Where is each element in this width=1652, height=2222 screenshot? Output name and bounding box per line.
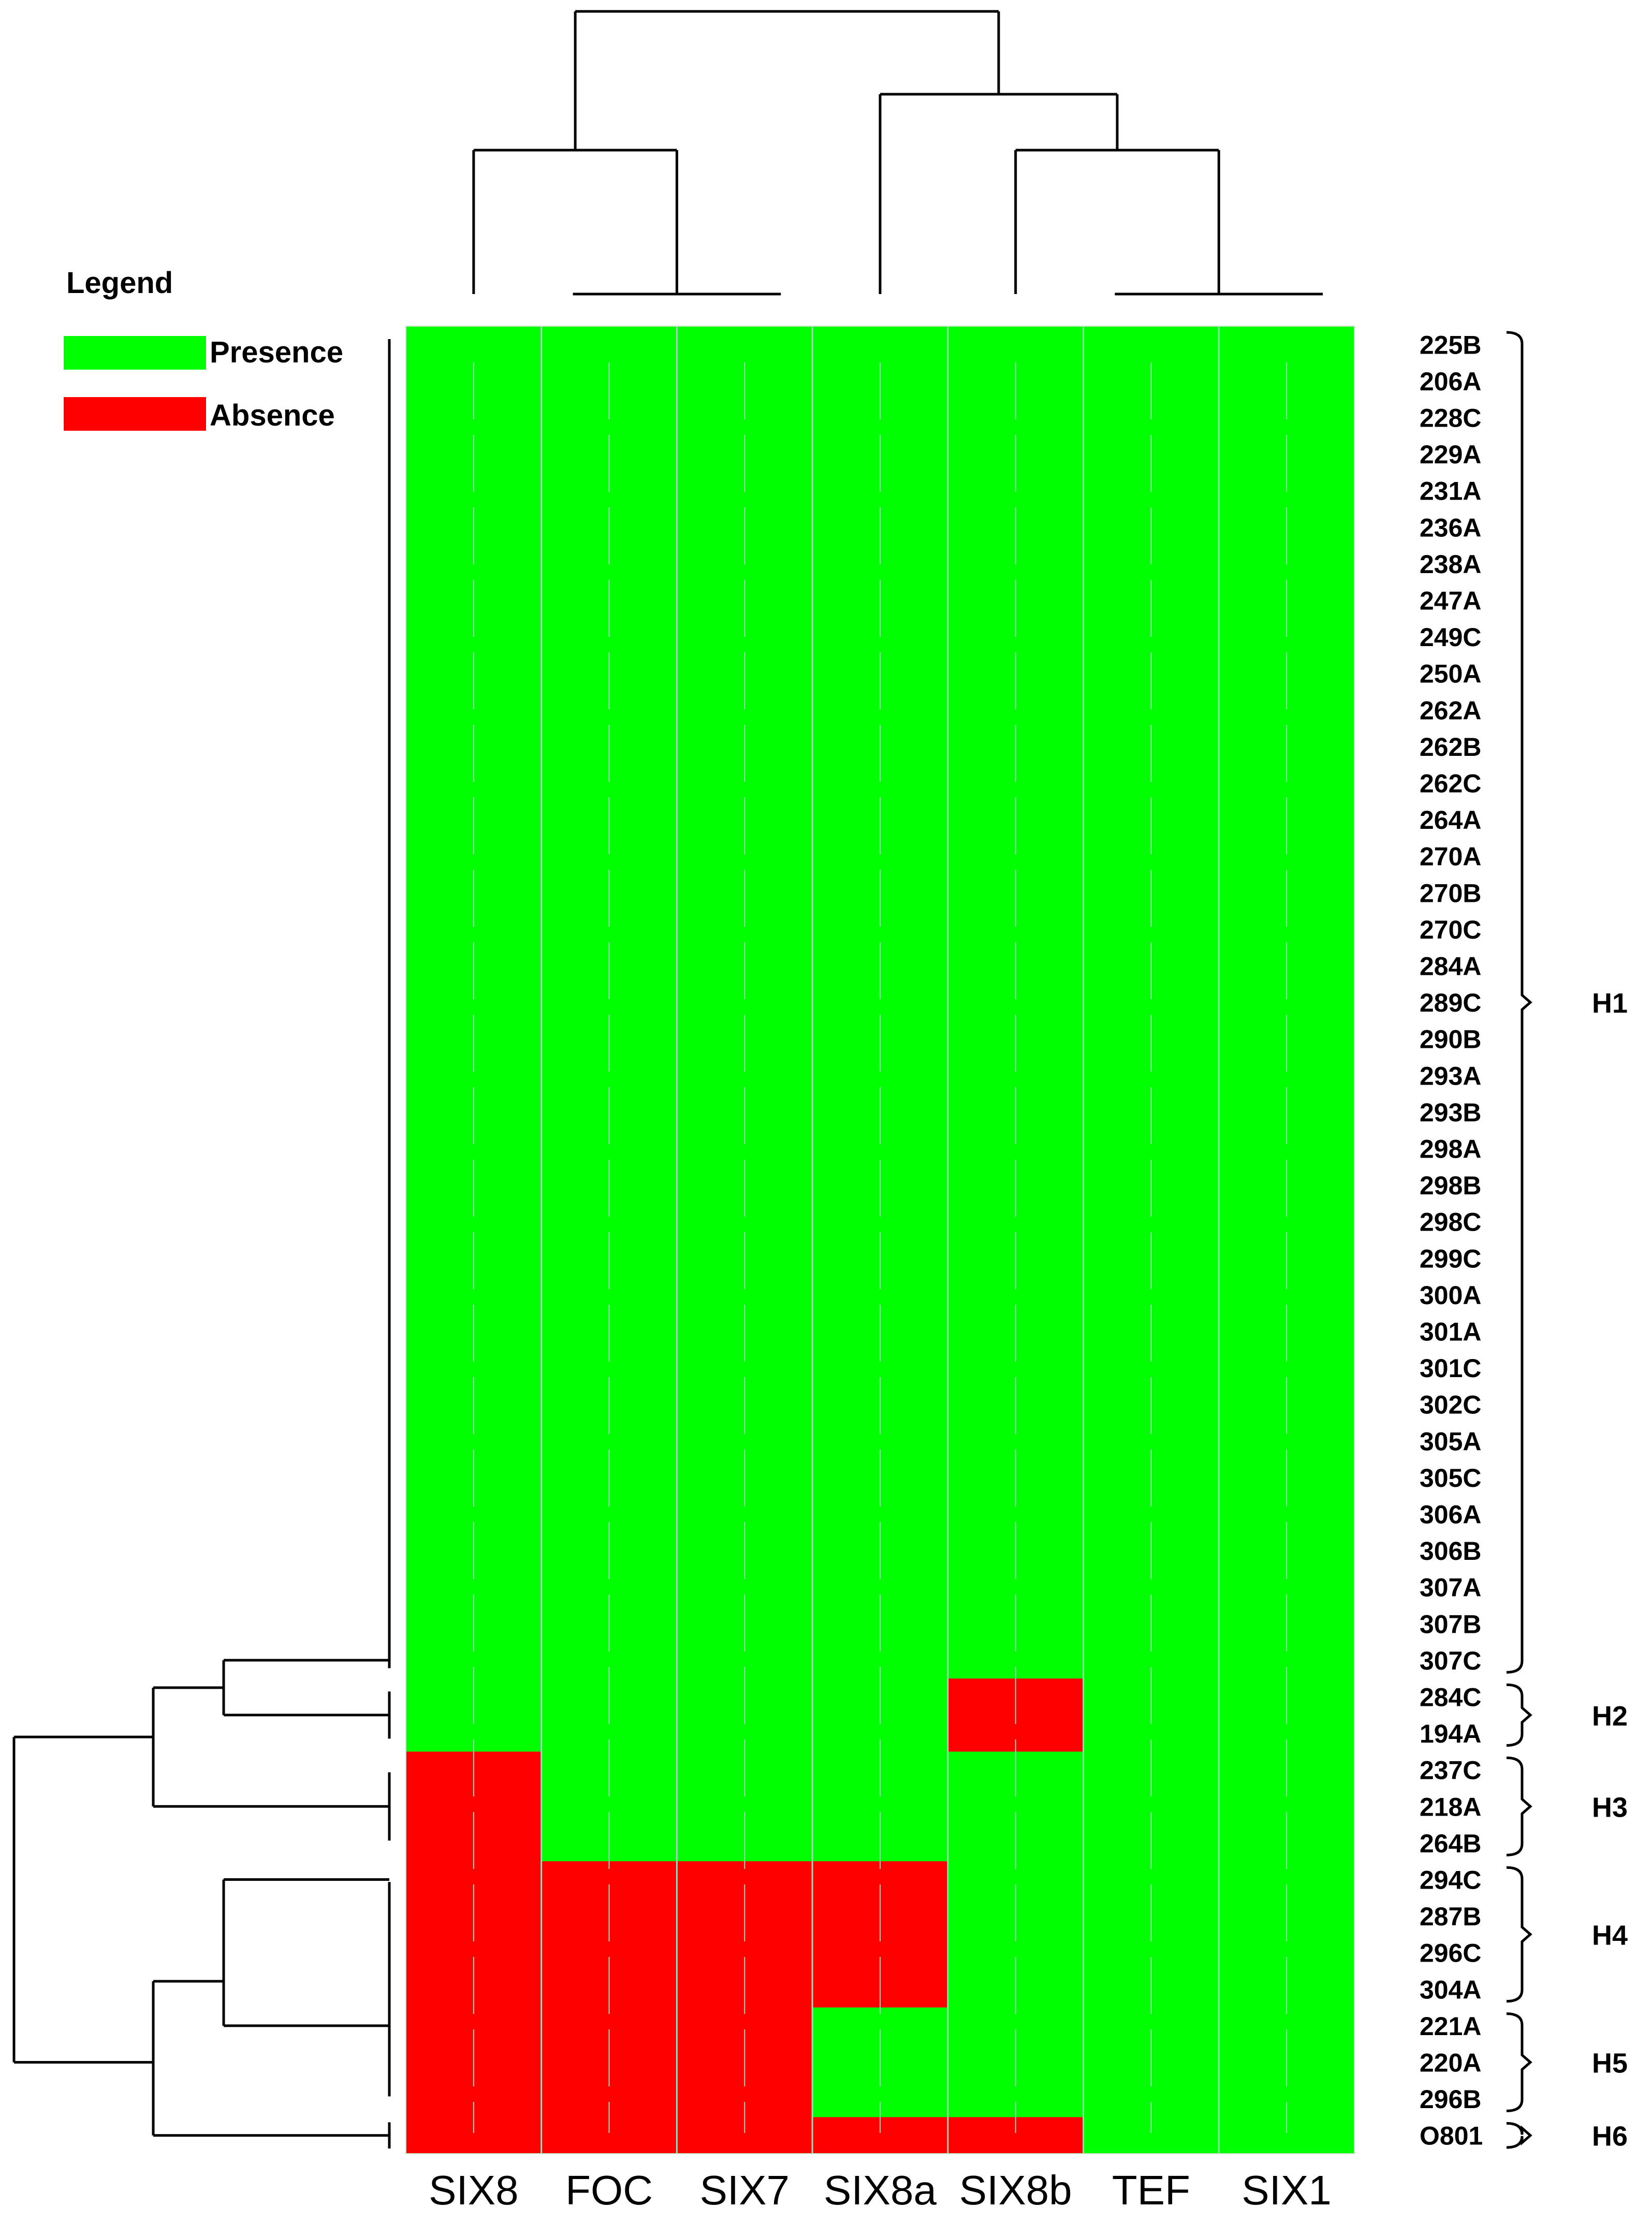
haplotype-bracket	[1506, 2122, 1532, 2149]
row-label: 305A	[1420, 1427, 1482, 1456]
row-label: 220A	[1420, 2049, 1482, 2078]
legend-label-absence: Absence	[210, 399, 335, 432]
row-label: 284A	[1420, 952, 1482, 981]
row-label: 249C	[1420, 623, 1482, 652]
row-label: 231A	[1420, 477, 1482, 506]
legend-swatch-presence	[64, 336, 206, 370]
row-label: 287B	[1420, 1902, 1482, 1931]
haplotype-bracket	[1506, 1866, 1532, 2003]
row-label: 228C	[1420, 404, 1482, 433]
row-label: 221A	[1420, 2012, 1482, 2041]
row-label: 237C	[1420, 1756, 1482, 1785]
row-label: 270A	[1420, 842, 1482, 871]
row-label: 296C	[1420, 1939, 1482, 1968]
row-label: 218A	[1420, 1792, 1482, 1821]
row-label: 194A	[1420, 1719, 1482, 1748]
row-label: 250A	[1420, 660, 1482, 689]
column-dendrogram	[472, 10, 1323, 296]
haplotype-label: H4	[1592, 1920, 1628, 1951]
legend-label-presence: Presence	[210, 335, 343, 369]
heatmap-cell	[677, 326, 813, 363]
column-labels: SIX8 FOC SIX7 SIX8a SIX8b TEF SIX1	[429, 2167, 1332, 2213]
row-label: 206A	[1420, 367, 1482, 396]
row-dendrogram	[12, 339, 391, 2148]
row-label: 298B	[1420, 1171, 1482, 1200]
column-label: SIX8a	[824, 2167, 937, 2213]
heatmap-cell	[947, 326, 1084, 363]
haplotype-label: H2	[1592, 1701, 1628, 1732]
row-label: 247A	[1420, 587, 1482, 616]
column-label: SIX7	[700, 2167, 790, 2213]
row-label: 262C	[1420, 769, 1482, 798]
row-label: 229A	[1420, 440, 1482, 469]
row-label: 264B	[1420, 1829, 1482, 1858]
row-label: 301A	[1420, 1318, 1482, 1347]
row-label: 302C	[1420, 1391, 1482, 1420]
legend-swatch-absence	[64, 397, 206, 431]
heatmap-border	[405, 326, 1355, 2154]
haplotype-bracket	[1506, 1756, 1532, 1856]
row-label: 307B	[1420, 1610, 1482, 1639]
row-label: 301C	[1420, 1354, 1482, 1383]
row-label: 284C	[1420, 1683, 1482, 1712]
row-label: 298A	[1420, 1135, 1482, 1164]
haplotype-bracket	[1506, 2012, 1532, 2112]
column-label: SIX1	[1241, 2167, 1331, 2213]
row-label: 296B	[1420, 2085, 1482, 2114]
haplotype-bracket	[1506, 331, 1532, 1674]
haplotype-label: H6	[1592, 2121, 1628, 2152]
row-label: 299C	[1420, 1244, 1482, 1273]
row-label: 306A	[1420, 1500, 1482, 1529]
haplotype-label: H3	[1592, 1792, 1628, 1823]
heatmap-gridlines	[405, 326, 1355, 2154]
haplotype-label: H5	[1592, 2048, 1628, 2079]
row-label: O801	[1420, 2122, 1483, 2151]
row-label: 262B	[1420, 733, 1482, 762]
heatmap-cell	[541, 326, 678, 363]
row-label: 262A	[1420, 696, 1482, 725]
row-label: 300A	[1420, 1281, 1482, 1310]
column-label: SIX8b	[959, 2167, 1072, 2213]
column-label: FOC	[565, 2167, 653, 2213]
legend: Legend Presence Absence	[64, 266, 343, 432]
row-label: 307A	[1420, 1573, 1482, 1602]
haplotype-bracket	[1506, 1683, 1532, 1747]
row-label: 289C	[1420, 988, 1482, 1017]
row-label: 264A	[1420, 806, 1482, 835]
row-label: 270C	[1420, 915, 1482, 944]
row-label: 294C	[1420, 1866, 1482, 1895]
row-label: 304A	[1420, 1975, 1482, 2004]
legend-title: Legend	[66, 266, 173, 300]
row-label: 298C	[1420, 1208, 1482, 1237]
heatmap-cell	[1083, 326, 1219, 363]
heatmap-cell	[812, 326, 948, 363]
row-label: 293B	[1420, 1098, 1482, 1127]
row-label: 293A	[1420, 1061, 1482, 1090]
column-label: TEF	[1112, 2167, 1190, 2213]
haplotype-brackets: H1 H2 H3 H4 H5 H6	[1506, 331, 1628, 2152]
row-label: 270B	[1420, 879, 1482, 908]
column-label: SIX8	[429, 2167, 518, 2213]
heatmap-cell	[406, 326, 542, 363]
row-label: 306B	[1420, 1537, 1482, 1566]
row-label: 305C	[1420, 1464, 1482, 1493]
row-label: 290B	[1420, 1025, 1482, 1054]
haplotype-label: H1	[1592, 988, 1628, 1019]
row-label: 225B	[1420, 330, 1482, 359]
row-labels: 225B 206A 228C 229A 231A 236A 238A 247A 249C 250A…	[1420, 330, 1483, 2150]
heatmap-cell	[1219, 326, 1355, 363]
row-label: 238A	[1420, 550, 1482, 579]
row-label: 236A	[1420, 513, 1482, 542]
row-label: 307C	[1420, 1646, 1482, 1675]
